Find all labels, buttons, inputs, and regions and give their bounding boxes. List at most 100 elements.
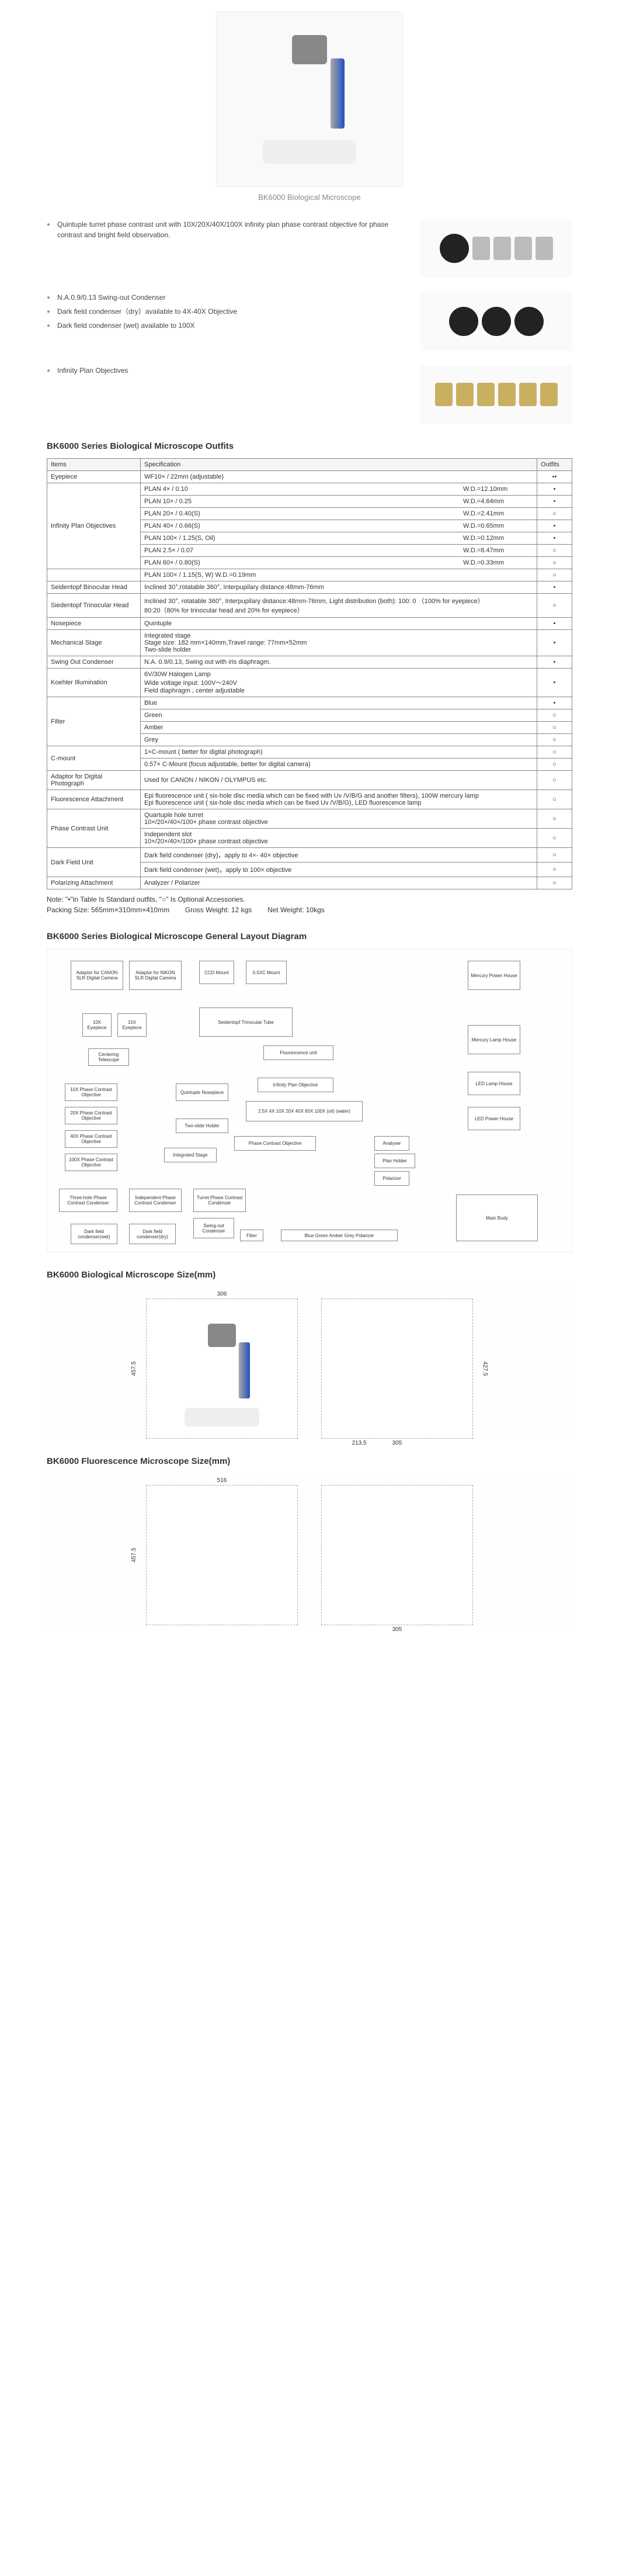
diagram-part: Two-slide Holder: [176, 1119, 228, 1133]
cell-out: •: [537, 630, 572, 656]
diagram-part: 2.5X 4X 10X 20X 40X 60X 100X (oil) (wate…: [246, 1101, 363, 1121]
cell-spec: 1×C-mount ( better for digital photograp…: [141, 746, 537, 759]
cell-item: Fluorescence Attachment: [47, 790, 141, 809]
feature-row: Quintuple turret phase contrast unit wit…: [47, 219, 572, 278]
cell-item: Phase Contrast Unit: [47, 809, 141, 848]
cell-spec: Analyzer / Polarizer: [141, 877, 537, 889]
diagram-part: Quintuple Nosepiece: [176, 1083, 228, 1101]
dim2-d: 305: [392, 1626, 402, 1633]
cell-out: ○: [537, 809, 572, 829]
feature-bullet: N.A.0.9/0.13 Swing-out Condenser: [47, 292, 397, 303]
dim2-w: 516: [217, 1477, 227, 1484]
size2-title: BK6000 Fluorescence Microscope Size(mm): [47, 1456, 572, 1466]
size2-side: 305: [321, 1485, 473, 1625]
feature-row: N.A.0.9/0.13 Swing-out Condenser Dark fie…: [47, 292, 572, 351]
feature-text: Infinity Plan Objectives: [47, 365, 397, 379]
feature-bullet: Dark field condenser (wet) available to …: [47, 320, 397, 331]
cell-spec: PLAN 10× / 0.25W.D.=4.64mm: [141, 496, 537, 508]
feature-image: [420, 365, 572, 424]
cell-item: Filter: [47, 697, 141, 746]
th-spec: Specification: [141, 459, 537, 471]
cell-out: ○: [537, 790, 572, 809]
diagram-part: LED Power House: [468, 1107, 520, 1130]
size1-title: BK6000 Biological Microscope Size(mm): [47, 1270, 572, 1280]
cell-spec: PLAN 4× / 0.10W.D.=12.10mm: [141, 483, 537, 496]
cell-item: Dark Field Unit: [47, 848, 141, 877]
packing-row: Packing Size: 565mm×310mm×410mm Gross We…: [47, 906, 572, 914]
diagram-part: CCD Mount: [199, 961, 234, 984]
cell-spec: PLAN 100× / 1.15(S, W) W.D.=0.19mm: [141, 569, 537, 581]
diagram-part: Filter: [240, 1230, 263, 1241]
cell-out: ○: [537, 557, 572, 569]
feature-bullet: Dark field condenser（dry）available to 4X…: [47, 306, 397, 317]
cell-spec: Green: [141, 709, 537, 722]
cell-spec: Quintuple: [141, 618, 537, 630]
cell-out: ○: [537, 848, 572, 863]
diagram-part: 0.5XC Mount: [246, 961, 287, 984]
cell-spec: PLAN 2.5× / 0.07W.D.=8.47mm: [141, 545, 537, 557]
diagram-part: Phase Contrast Objective: [234, 1136, 316, 1151]
diagram-part: 10X Eyepiece: [82, 1013, 112, 1037]
size1-front: 306 457.5: [146, 1299, 298, 1439]
feature-image: [420, 292, 572, 351]
diagram-part: Adaptor for CANON SLR Digital Camera: [71, 961, 123, 990]
cell-spec: PLAN 40× / 0.66(S)W.D.=0.65mm: [141, 520, 537, 532]
cell-spec: Epi fluorescence unit ( six-hole disc me…: [141, 790, 537, 809]
diagram-part: Dark field condenser(wet): [71, 1224, 117, 1244]
cell-spec: PLAN 100× / 1.25(S, Oil)W.D.=0.12mm: [141, 532, 537, 545]
diagram-part: Turret Phase Contrast Condenser: [193, 1189, 246, 1212]
cell-out: ○: [537, 722, 572, 734]
dim2-h: 457.5: [131, 1547, 137, 1562]
hero: BK6000 Biological Microscope: [47, 12, 572, 202]
table-note: Note: "•"in Table Is Standard outfits, "…: [47, 895, 572, 903]
diagram-part: Independent Phase Contrast Condenser: [129, 1189, 182, 1212]
diagram-part: Analyser: [374, 1136, 409, 1151]
cell-spec: Grey: [141, 734, 537, 746]
feature-bullet: Infinity Plan Objectives: [47, 365, 397, 376]
diagram-part: Fluorescence unit: [263, 1045, 333, 1060]
cell-item: Adaptor for Digital Photograph: [47, 771, 141, 790]
cell-out: ○: [537, 746, 572, 759]
size2-front: 516 457.5: [146, 1485, 298, 1625]
cell-item: Siedentopf Trinocular Head: [47, 594, 141, 618]
cell-item: Infinity Plan Objectives: [47, 483, 141, 569]
feature-image: [420, 219, 572, 278]
cell-spec: PLAN 20× / 0.40(S)W.D.=2.41mm: [141, 508, 537, 520]
cell-spec: WF10× / 22mm (adjustable): [141, 471, 537, 483]
dim-d: 305: [392, 1440, 402, 1446]
cell-item: Eyepiece: [47, 471, 141, 483]
diagram-part: Infinity Plan Objective: [258, 1078, 333, 1092]
cell-item: [47, 569, 141, 581]
pack-size: Packing Size: 565mm×310mm×410mm: [47, 906, 169, 914]
feature-row: Infinity Plan Objectives: [47, 365, 572, 424]
th-items: Items: [47, 459, 141, 471]
diagram-part: Main Body: [456, 1194, 538, 1241]
cell-out: •: [537, 618, 572, 630]
diagram-part: 10X Phase Contrast Objective: [65, 1083, 117, 1101]
cell-out: ○: [537, 759, 572, 771]
cell-item: Swing Out Condenser: [47, 656, 141, 669]
cell-out: ○: [537, 877, 572, 889]
cell-out: ○: [537, 569, 572, 581]
dim-d2: 213.5: [352, 1440, 367, 1446]
cell-item: Nosepiece: [47, 618, 141, 630]
cell-item: Polarizing Attachment: [47, 877, 141, 889]
diagram-part: 100X Phase Contrast Objective: [65, 1154, 117, 1171]
diagram-part: Polarizer: [374, 1171, 409, 1186]
diagram-part: Swing-out Condenser: [193, 1218, 234, 1238]
diagram-part: Dark field condenser(dry): [129, 1224, 176, 1244]
cell-out: ○: [537, 771, 572, 790]
diagram-part: 15X Eyepiece: [117, 1013, 147, 1037]
table-title: BK6000 Series Biological Microscope Outf…: [47, 441, 572, 451]
cell-out: •: [537, 581, 572, 594]
cell-out: •: [537, 656, 572, 669]
diagram-part: Plan Holder: [374, 1154, 415, 1168]
cell-out: ○: [537, 863, 572, 877]
cell-item: C-mount: [47, 746, 141, 771]
cell-item: Seidentopf Binocular Head: [47, 581, 141, 594]
diagram-part: Adaptor for NIKON SLR Digital Camera: [129, 961, 182, 990]
cell-out: ○: [537, 594, 572, 618]
cell-spec: Inclined 30°,rotatable 360°, Interpupila…: [141, 581, 537, 594]
size2-box: 516 457.5 305: [47, 1473, 572, 1625]
th-out: Outfits: [537, 459, 572, 471]
